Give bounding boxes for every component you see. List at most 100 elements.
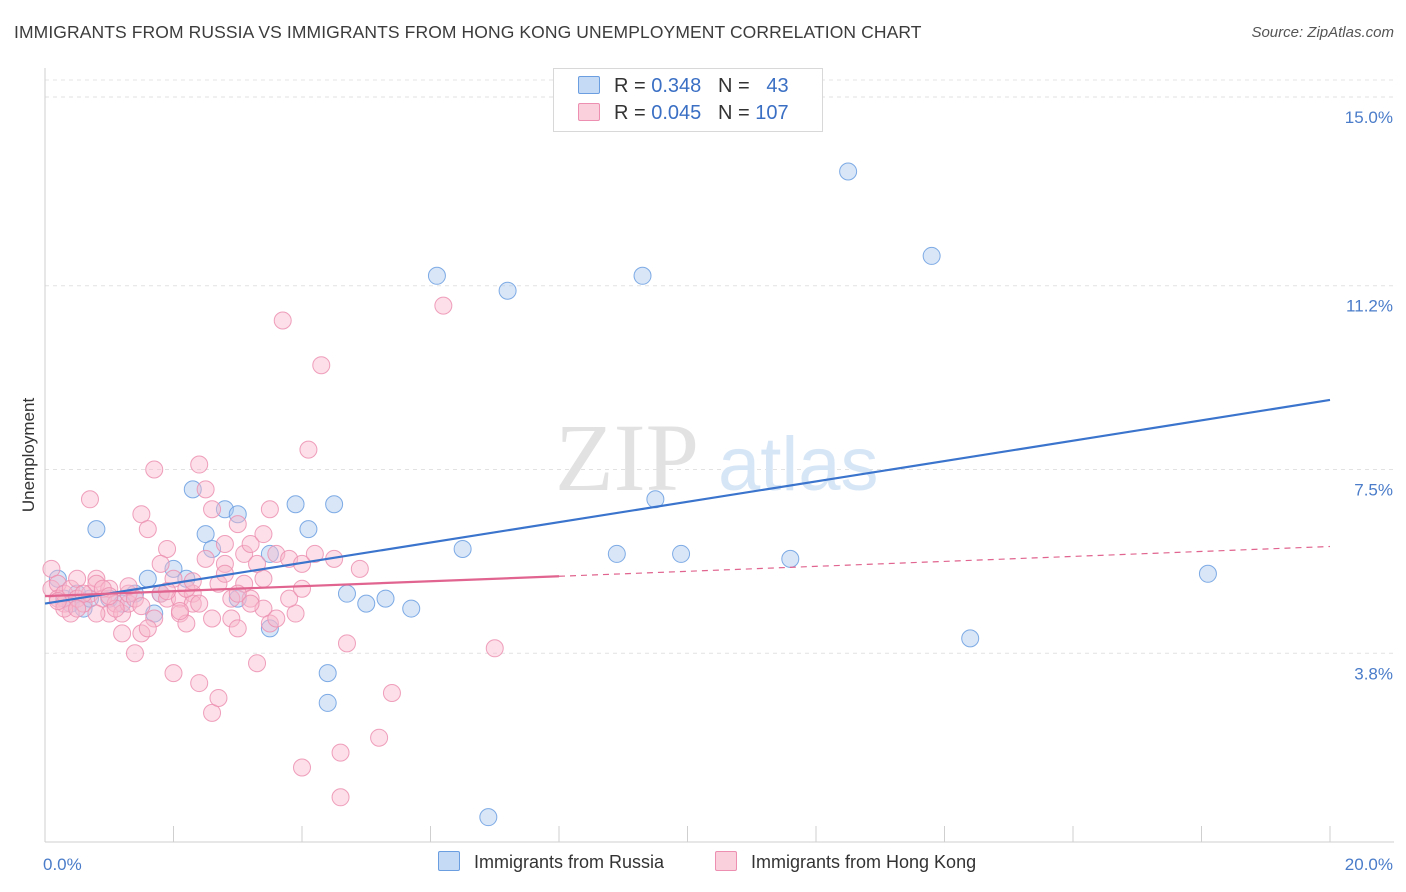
data-point	[337, 634, 356, 653]
data-point	[485, 639, 504, 658]
watermark-zip: ZIP	[555, 404, 699, 511]
data-point	[125, 644, 144, 663]
legend-swatch-hongkong	[715, 851, 737, 871]
data-point	[203, 703, 222, 722]
data-point	[190, 455, 209, 474]
data-point	[215, 535, 234, 553]
data-point	[228, 505, 247, 524]
legend-item-russia: Immigrants from Russia	[438, 851, 664, 873]
n-value-hongkong: 107	[755, 102, 789, 124]
data-point	[267, 609, 286, 628]
data-point	[248, 554, 267, 573]
data-point	[113, 624, 132, 643]
data-point	[370, 728, 389, 747]
legend-label-hongkong: Immigrants from Hong Kong	[751, 852, 977, 872]
data-point	[138, 520, 157, 539]
data-point	[922, 246, 941, 265]
data-point	[248, 654, 267, 673]
data-point	[145, 460, 164, 479]
data-point	[68, 569, 87, 588]
data-point	[228, 619, 247, 638]
correlation-legend: R = 0.348 N = 43 R = 0.045 N = 107	[553, 68, 823, 132]
data-point	[222, 609, 241, 628]
data-point	[254, 569, 273, 588]
swatch-russia	[578, 76, 600, 94]
data-point	[280, 589, 299, 608]
data-point	[241, 535, 260, 553]
data-point	[293, 579, 311, 598]
data-point	[48, 569, 67, 588]
data-point	[305, 544, 324, 563]
data-point	[498, 281, 517, 300]
r-value-hongkong: 0.045	[651, 102, 702, 124]
x-tick-label-min: 0.0%	[43, 855, 82, 874]
data-point	[87, 520, 106, 539]
swatch-hongkong	[578, 103, 600, 121]
data-point	[132, 505, 151, 524]
n-label: N =	[717, 102, 750, 124]
data-point	[158, 539, 177, 558]
data-point	[331, 743, 350, 762]
y-tick-label: 11.2%	[1346, 297, 1393, 316]
data-point	[100, 587, 119, 606]
data-point	[138, 569, 157, 588]
y-tick-label: 15.0%	[1345, 108, 1393, 127]
data-point	[209, 688, 228, 707]
trend-line-russia	[44, 398, 1331, 605]
data-point	[170, 602, 189, 621]
data-point	[241, 594, 260, 613]
data-point	[254, 525, 273, 544]
data-point	[196, 480, 215, 499]
data-point	[312, 356, 331, 375]
legend-label-russia: Immigrants from Russia	[474, 852, 665, 872]
data-point	[325, 495, 344, 514]
data-point	[434, 296, 453, 315]
data-point	[350, 559, 369, 578]
trend-line-hongkong	[44, 575, 560, 598]
gridlines	[45, 79, 1394, 654]
watermark-atlas: atlas	[718, 422, 879, 507]
data-point	[337, 584, 356, 603]
data-point	[427, 266, 446, 285]
data-point	[260, 544, 279, 563]
data-point	[87, 604, 106, 623]
data-points	[42, 162, 1217, 827]
chart-title: IMMIGRANTS FROM RUSSIA VS IMMIGRANTS FRO…	[14, 22, 922, 42]
data-point	[672, 544, 691, 563]
data-point	[235, 544, 254, 563]
data-point	[42, 559, 61, 578]
trend-lines	[44, 398, 1331, 605]
trend-line-hongkong-extrapolated	[558, 545, 1331, 577]
data-point	[286, 604, 305, 623]
r-value-russia: 0.348	[651, 75, 702, 97]
data-point	[106, 594, 125, 613]
data-point	[190, 674, 209, 693]
data-point	[196, 525, 215, 544]
data-point	[839, 162, 858, 181]
n-label: N =	[717, 75, 750, 97]
data-point	[145, 609, 164, 628]
y-tick-label: 7.5%	[1354, 481, 1393, 500]
data-point	[318, 664, 337, 683]
series-legend: Immigrants from Russia Immigrants from H…	[0, 851, 1406, 879]
data-point	[318, 693, 337, 712]
data-point	[203, 609, 222, 628]
data-point	[479, 808, 498, 827]
data-point	[961, 629, 980, 648]
data-point	[260, 619, 279, 638]
r-label: R =	[614, 102, 646, 124]
data-point	[633, 266, 652, 285]
data-point	[196, 549, 215, 568]
data-point	[215, 554, 234, 573]
data-point	[299, 440, 318, 459]
data-point	[453, 539, 472, 558]
data-point	[228, 515, 247, 534]
data-point	[203, 500, 222, 519]
legend-item-hongkong: Immigrants from Hong Kong	[715, 851, 976, 873]
data-point	[402, 599, 421, 618]
n-value-russia: 43	[766, 75, 789, 97]
r-label: R =	[614, 75, 646, 97]
axes	[44, 68, 1394, 843]
tick-labels: 3.8% 7.5% 11.2% 15.0% 0.0% 20.0%	[43, 108, 1393, 874]
